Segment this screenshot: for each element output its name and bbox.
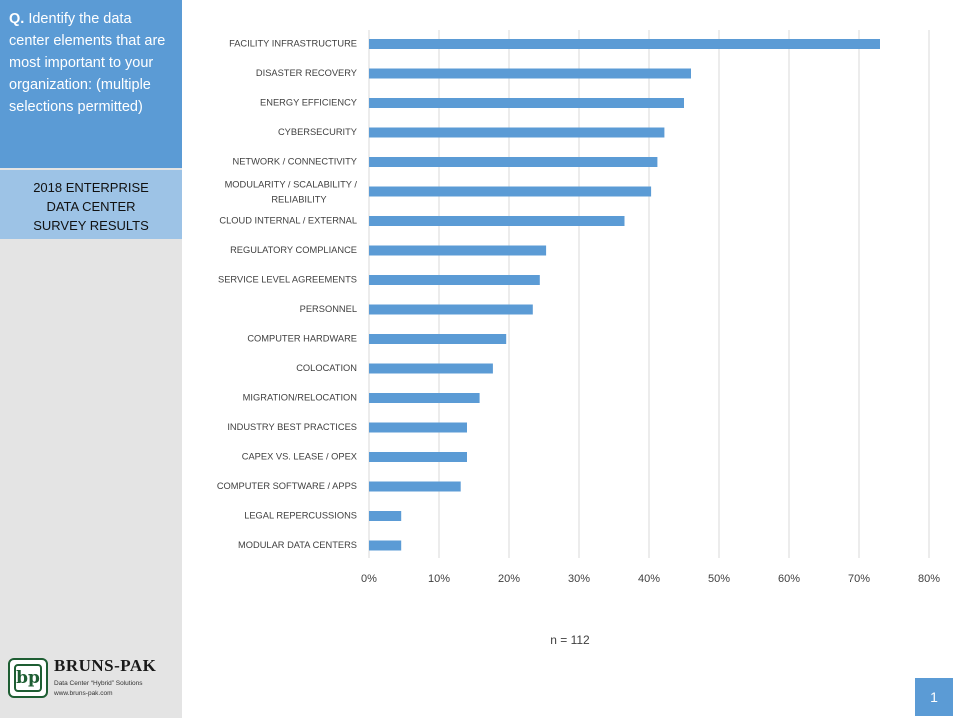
bar-chart: 0% 10% 20% 30% 40% 50% 60% 70% 80% FACILITY INFRA… [217, 30, 940, 585]
category-label-line: MODULARITY / SCALABILITY / [225, 180, 358, 190]
bar [369, 39, 880, 49]
bar [369, 245, 547, 256]
survey-label-line-3: SURVEY RESULTS [33, 218, 149, 233]
category-label: PERSONNEL [300, 304, 357, 314]
bar [369, 98, 684, 108]
category-label: COMPUTER HARDWARE [247, 333, 357, 343]
x-tick-label: 10% [428, 573, 450, 585]
sample-size-label: n = 112 [550, 633, 590, 647]
sidebar: Q. Identify the data center elements tha… [0, 0, 182, 718]
logo-tagline: Data Center “Hybrid” Solutions [54, 680, 143, 687]
category-label: MIGRATION/RELOCATION [243, 392, 357, 402]
category-label: NETWORK / CONNECTIVITY [233, 156, 357, 166]
category-label: COLOCATION [296, 363, 357, 373]
survey-label-box: 2018 ENTERPRISE DATA CENTER SURVEY RESUL… [0, 170, 182, 239]
category-label: COMPUTER SOFTWARE / APPS [217, 481, 357, 491]
x-tick-label: 50% [708, 573, 730, 585]
logo-mark-letters: bp [14, 664, 42, 692]
bar [369, 186, 652, 197]
bar [369, 127, 665, 138]
bar [369, 363, 493, 374]
logo-url: www.bruns-pak.com [54, 690, 113, 697]
x-tick-label: 60% [778, 573, 800, 585]
category-label: MODULAR DATA CENTERS [238, 540, 357, 550]
bar [369, 275, 540, 285]
bar [369, 304, 533, 315]
x-tick-label: 70% [848, 573, 870, 585]
x-tick-label: 40% [638, 573, 660, 585]
category-label: CYBERSECURITY [278, 127, 357, 137]
category-label: DISASTER RECOVERY [256, 68, 357, 78]
bar [369, 393, 480, 403]
category-label: ENERGY EFFICIENCY [260, 97, 357, 107]
bar [369, 452, 467, 462]
bar [369, 511, 402, 521]
category-label: LEGAL REPERCUSSIONS [244, 510, 357, 520]
question-text: Identify the data center elements that a… [9, 11, 166, 115]
logo-mark-icon: bp [8, 658, 48, 698]
bar [369, 540, 402, 551]
bruns-pak-logo: bp BRUNS-PAK Data Center “Hybrid” Soluti… [8, 656, 180, 706]
bar [369, 481, 461, 492]
bar [369, 68, 691, 79]
x-tick-label: 20% [498, 573, 520, 585]
survey-label-line-2: DATA CENTER [46, 199, 136, 214]
survey-label-line-1: 2018 ENTERPRISE [33, 180, 149, 195]
category-label: SERVICE LEVEL AGREEMENTS [218, 274, 357, 284]
category-label: INDUSTRY BEST PRACTICES [227, 422, 357, 432]
page-number-badge: 1 [915, 678, 953, 716]
category-label: CLOUD INTERNAL / EXTERNAL [219, 215, 357, 225]
x-tick-label: 0% [361, 573, 377, 585]
bar [369, 422, 467, 433]
category-label: REGULATORY COMPLIANCE [230, 245, 357, 255]
question-box: Q. Identify the data center elements tha… [0, 0, 182, 168]
category-label: FACILITY INFRASTRUCTURE [229, 38, 357, 48]
bar [369, 334, 507, 344]
question-prefix: Q. [9, 11, 25, 27]
category-label: CAPEX VS. LEASE / OPEX [242, 451, 357, 461]
category-label-line: RELIABILITY [271, 195, 326, 205]
bar [369, 157, 658, 167]
category-label: MODULARITY / SCALABILITY / RELIABILITY [225, 180, 358, 205]
x-tick-label: 80% [918, 573, 940, 585]
x-tick-label: 30% [568, 573, 590, 585]
bar [369, 216, 625, 226]
logo-name: BRUNS-PAK [54, 656, 157, 675]
